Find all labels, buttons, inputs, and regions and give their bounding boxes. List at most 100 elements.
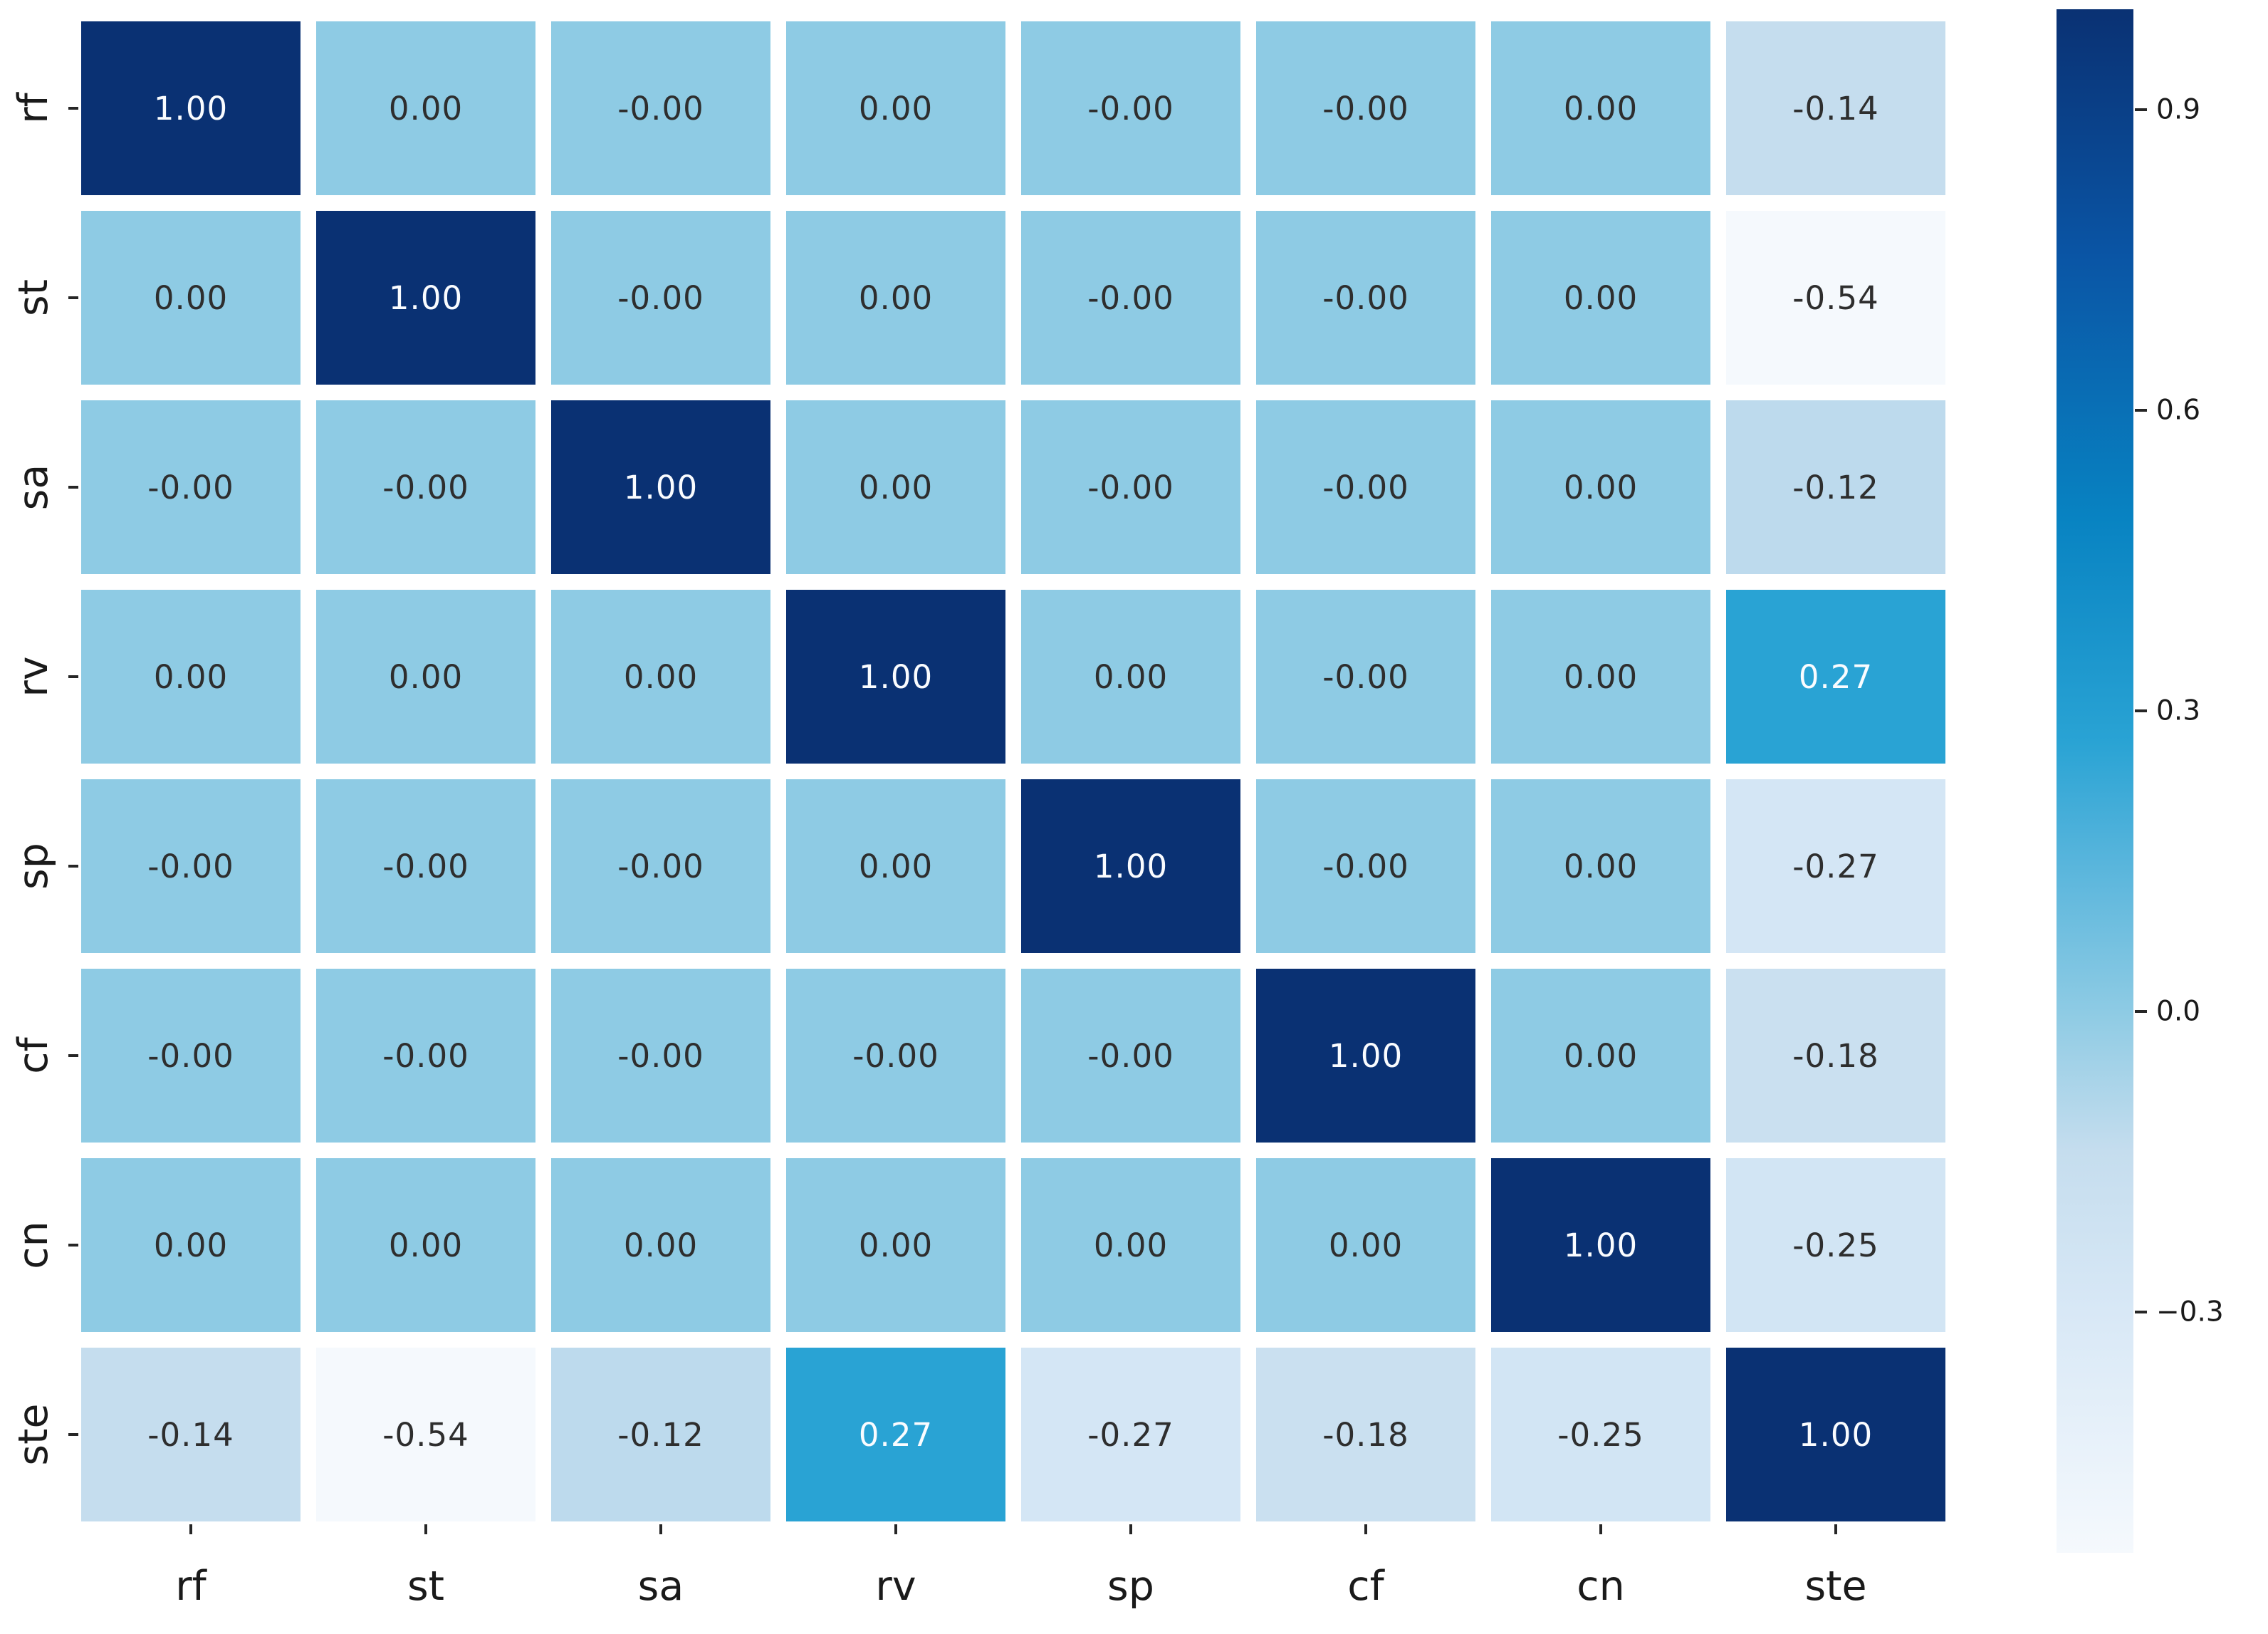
cell-value: -0.25 bbox=[1557, 1415, 1644, 1454]
heatmap-cell: -0.12 bbox=[1726, 400, 1945, 574]
cell-value: -0.00 bbox=[1322, 89, 1409, 128]
colorbar-tick-label: −0.3 bbox=[2156, 1296, 2224, 1328]
heatmap-cell: 0.00 bbox=[81, 1158, 301, 1332]
heatmap-cell: 0.00 bbox=[1021, 1158, 1240, 1332]
heatmap-cell: -0.00 bbox=[786, 969, 1005, 1143]
cell-value: 1.00 bbox=[388, 279, 464, 317]
y-tick-slot: sp bbox=[0, 779, 80, 953]
cell-value: -0.00 bbox=[147, 468, 234, 506]
heatmap-cell: 1.00 bbox=[1726, 1348, 1945, 1521]
heatmap-cell: 0.00 bbox=[316, 1158, 535, 1332]
x-tick-slot: sa bbox=[551, 1523, 770, 1610]
cell-value: -0.00 bbox=[147, 847, 234, 885]
x-tick-label: rv bbox=[875, 1563, 916, 1610]
y-axis-tick-labels: rf st sa rv sp cf cn ste bbox=[0, 21, 80, 1521]
cell-value: -0.00 bbox=[617, 279, 704, 317]
cell-value: -0.00 bbox=[617, 1036, 704, 1075]
colorbar-tick-mark bbox=[2135, 709, 2147, 712]
heatmap-cell: -0.54 bbox=[1726, 211, 1945, 385]
y-tick-label: sp bbox=[10, 843, 58, 890]
cell-value: -0.00 bbox=[617, 847, 704, 885]
y-tick-mark bbox=[68, 865, 78, 868]
cell-value: -0.14 bbox=[147, 1415, 234, 1454]
cell-value: -0.27 bbox=[1087, 1415, 1174, 1454]
heatmap-cell: -0.00 bbox=[316, 779, 535, 953]
cell-value: 0.00 bbox=[388, 89, 464, 128]
cell-value: -0.00 bbox=[382, 468, 469, 506]
heatmap-cell: -0.00 bbox=[1021, 21, 1240, 195]
cell-value: 0.00 bbox=[858, 279, 934, 317]
cell-value: 0.00 bbox=[858, 1226, 934, 1264]
heatmap-cell: -0.00 bbox=[81, 779, 301, 953]
heatmap-cell: 1.00 bbox=[1256, 969, 1475, 1143]
heatmap-cell: 0.00 bbox=[1256, 1158, 1475, 1332]
x-tick-label: cn bbox=[1577, 1563, 1625, 1610]
heatmap-cell: 1.00 bbox=[551, 400, 770, 574]
x-tick-mark bbox=[1834, 1524, 1837, 1534]
heatmap-cell: -0.27 bbox=[1726, 779, 1945, 953]
x-tick-mark bbox=[189, 1524, 192, 1534]
heatmap-cell: -0.00 bbox=[1256, 779, 1475, 953]
cell-value: 0.27 bbox=[858, 1415, 934, 1454]
heatmap-cell: 1.00 bbox=[786, 590, 1005, 764]
cell-value: -0.00 bbox=[147, 1036, 234, 1075]
y-tick-label: cf bbox=[10, 1037, 58, 1074]
cell-value: -0.00 bbox=[1322, 657, 1409, 696]
cell-value: 0.00 bbox=[153, 1226, 229, 1264]
y-tick-label: st bbox=[10, 279, 58, 317]
x-tick-slot: st bbox=[316, 1523, 535, 1610]
heatmap-cell: 1.00 bbox=[81, 21, 301, 195]
heatmap-cell: -0.00 bbox=[1256, 211, 1475, 385]
x-tick-label: st bbox=[407, 1563, 445, 1610]
y-tick-mark bbox=[68, 486, 78, 489]
x-tick-slot: ste bbox=[1726, 1523, 1945, 1610]
x-tick-label: rf bbox=[175, 1563, 207, 1610]
cell-value: 1.00 bbox=[1328, 1036, 1404, 1075]
x-tick-mark bbox=[894, 1524, 897, 1534]
heatmap-cell: 0.00 bbox=[786, 779, 1005, 953]
cell-value: 0.00 bbox=[1328, 1226, 1404, 1264]
cell-value: -0.00 bbox=[1322, 847, 1409, 885]
y-tick-mark bbox=[68, 1054, 78, 1057]
cell-value: -0.54 bbox=[1792, 279, 1879, 317]
x-tick-mark bbox=[1364, 1524, 1367, 1534]
cell-value: 0.00 bbox=[153, 279, 229, 317]
colorbar-tick-mark bbox=[2135, 408, 2147, 412]
heatmap-cell: -0.00 bbox=[551, 211, 770, 385]
heatmap-cell: 0.00 bbox=[81, 590, 301, 764]
heatmap-cell: -0.00 bbox=[1021, 400, 1240, 574]
y-tick-mark bbox=[68, 1244, 78, 1247]
y-tick-slot: rf bbox=[0, 21, 80, 195]
heatmap-cell: -0.00 bbox=[551, 21, 770, 195]
heatmap-cell: 0.00 bbox=[316, 21, 535, 195]
heatmap-cell: -0.14 bbox=[81, 1348, 301, 1521]
cell-value: -0.00 bbox=[1087, 1036, 1174, 1075]
cell-value: 0.00 bbox=[1563, 468, 1639, 506]
y-tick-label: rv bbox=[10, 656, 58, 697]
cell-value: 1.00 bbox=[623, 468, 699, 506]
cell-value: 1.00 bbox=[1798, 1415, 1874, 1454]
cell-value: -0.14 bbox=[1792, 89, 1879, 128]
cell-value: -0.27 bbox=[1792, 847, 1879, 885]
y-tick-mark bbox=[68, 675, 78, 678]
colorbar-gradient bbox=[2057, 9, 2133, 1553]
heatmap-cell: -0.00 bbox=[551, 969, 770, 1143]
x-tick-mark bbox=[424, 1524, 427, 1534]
cell-value: 0.00 bbox=[858, 89, 934, 128]
cell-value: 0.27 bbox=[1798, 657, 1874, 696]
cell-value: -0.12 bbox=[617, 1415, 704, 1454]
heatmap-cell: -0.18 bbox=[1726, 969, 1945, 1143]
heatmap-cell: 0.00 bbox=[551, 590, 770, 764]
cell-value: 0.00 bbox=[1563, 89, 1639, 128]
cell-value: 0.00 bbox=[1563, 847, 1639, 885]
cell-value: -0.18 bbox=[1322, 1415, 1409, 1454]
x-tick-slot: cf bbox=[1256, 1523, 1475, 1610]
y-tick-slot: sa bbox=[0, 400, 80, 574]
cell-value: 0.00 bbox=[858, 468, 934, 506]
heatmap-cell: 1.00 bbox=[1021, 779, 1240, 953]
heatmap-cell: 0.27 bbox=[1726, 590, 1945, 764]
heatmap-cell: 0.00 bbox=[786, 211, 1005, 385]
y-tick-slot: st bbox=[0, 211, 80, 385]
y-tick-mark bbox=[68, 1433, 78, 1436]
heatmap-cell: -0.00 bbox=[1256, 590, 1475, 764]
